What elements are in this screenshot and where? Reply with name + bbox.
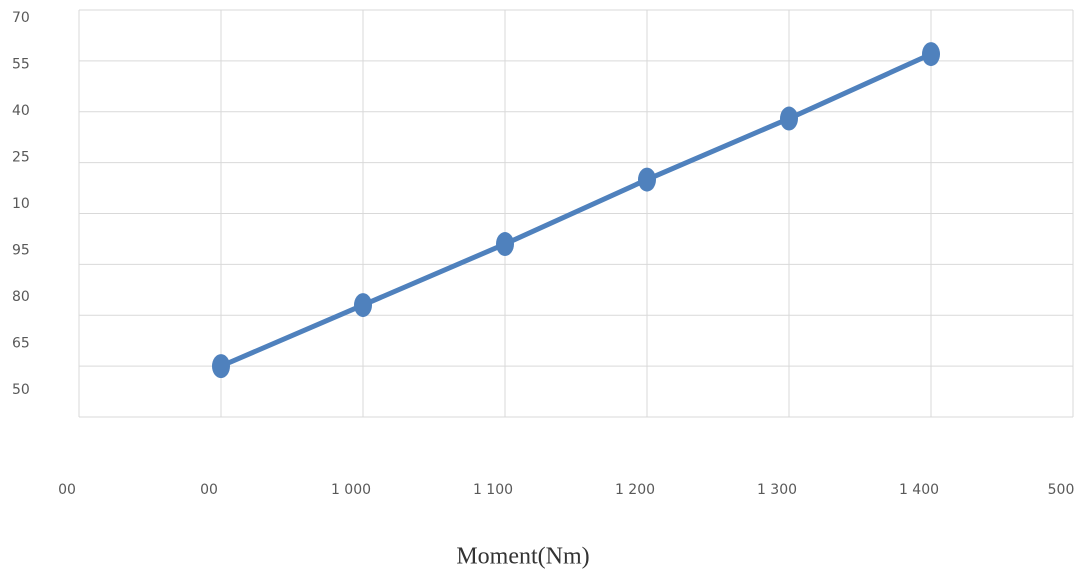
y-tick-label: 55 — [12, 57, 30, 73]
x-tick-label: 1 300 — [757, 482, 797, 498]
y-tick-label: 10 — [12, 196, 30, 212]
x-tick-label: 1 100 — [473, 482, 513, 498]
data-point — [780, 106, 798, 131]
data-point — [496, 232, 514, 257]
y-tick-label: 95 — [12, 243, 30, 259]
data-point — [638, 167, 656, 192]
x-tick-label: 1 200 — [615, 482, 655, 498]
series-line — [218, 51, 934, 369]
x-tick-label: 00 — [58, 482, 76, 498]
x-axis-title: Moment(Nm) — [456, 544, 589, 570]
x-tick-label: 00 — [200, 482, 218, 498]
y-tick-label: 50 — [12, 382, 30, 398]
x-tick-label: 500 — [1048, 482, 1075, 498]
y-tick-label: 25 — [12, 150, 30, 166]
data-point — [212, 354, 230, 379]
x-tick-label: 1 000 — [331, 482, 371, 498]
y-tick-label: 70 — [12, 10, 30, 26]
y-tick-label: 80 — [12, 289, 30, 305]
x-tick-label: 1 400 — [899, 482, 939, 498]
data-point — [354, 293, 372, 318]
y-tick-label: 65 — [12, 336, 30, 352]
data-point — [922, 42, 940, 67]
y-tick-label: 40 — [12, 103, 30, 119]
